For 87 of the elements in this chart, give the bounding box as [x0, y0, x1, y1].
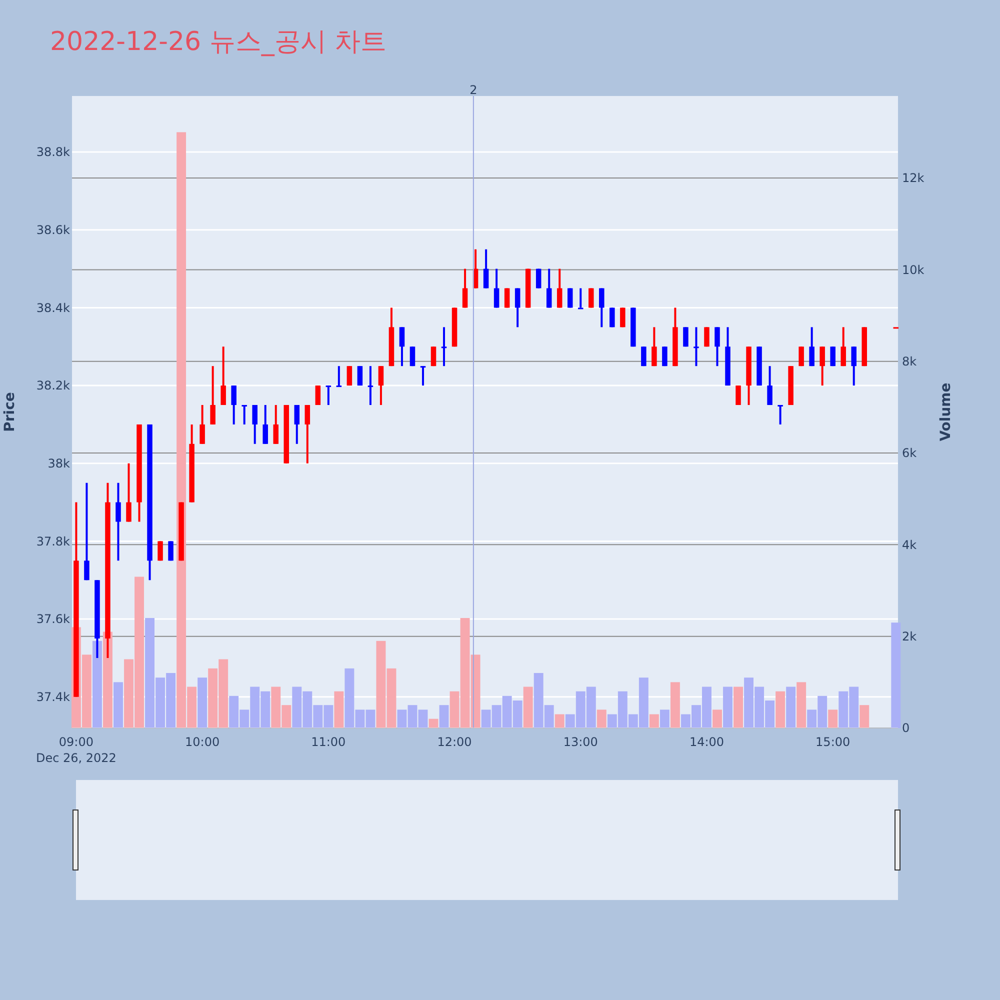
- bar: [596, 710, 606, 728]
- y-tick-label: 38.6k: [36, 223, 70, 238]
- candlestick: [273, 404, 278, 445]
- candlestick: [252, 404, 258, 445]
- ref-line-label: 2: [470, 83, 478, 97]
- x-tick-label: 13:00: [563, 735, 598, 749]
- candlestick: [504, 287, 510, 309]
- candlestick: [652, 326, 657, 368]
- candlestick: [546, 268, 552, 309]
- candlestick: [820, 346, 825, 387]
- candlestick: [420, 365, 426, 387]
- candlestick: [767, 365, 772, 406]
- y-tick-label: 38.2k: [36, 378, 70, 393]
- bar: [723, 686, 732, 728]
- bar: [828, 710, 838, 728]
- bar: [660, 710, 670, 728]
- bar: [523, 686, 533, 728]
- bar: [198, 678, 208, 728]
- candlestick: [441, 326, 447, 368]
- bar: [776, 691, 786, 728]
- candlestick: [84, 482, 90, 582]
- candlestick: [336, 365, 342, 388]
- y2-axis-title: Volume: [938, 382, 954, 442]
- candlestick: [778, 404, 783, 426]
- candlestick: [578, 287, 584, 310]
- x-tick-label: 10:00: [185, 735, 220, 749]
- x-tick-label: 12:00: [437, 735, 472, 749]
- y2-tick-label: 2k: [902, 630, 917, 644]
- candlestick: [346, 365, 352, 387]
- y2-tick-label: 12k: [902, 171, 924, 186]
- candlestick: [200, 404, 205, 445]
- candlestick: [483, 248, 489, 290]
- candlestick: [220, 346, 226, 406]
- bar: [439, 705, 449, 728]
- bar: [114, 682, 123, 728]
- candlestick: [378, 365, 384, 406]
- candlestick: [304, 404, 310, 464]
- x-tick-label: 09:00 Dec 26, 2022: [36, 735, 116, 765]
- candlestick: [368, 365, 374, 406]
- bar: [334, 691, 344, 728]
- candlestick: [399, 326, 405, 368]
- candlestick: [326, 384, 332, 406]
- bar: [786, 686, 796, 728]
- chart-title: 2022-12-26 뉴스_공시 차트: [50, 27, 387, 57]
- bar: [712, 710, 722, 728]
- candlestick: [242, 404, 247, 426]
- candlestick: [694, 326, 699, 368]
- y-tick-label: 38.4k: [36, 300, 70, 315]
- y-tick-label: 38.8k: [36, 145, 70, 160]
- candlestick: [294, 404, 300, 445]
- candlestick: [556, 268, 562, 309]
- y-tick-label: 38k: [48, 456, 70, 471]
- candlestick: [462, 268, 468, 309]
- x-tick-label: 14:00: [689, 735, 724, 749]
- bar: [891, 622, 901, 728]
- bar: [554, 714, 564, 728]
- candlestick: [357, 365, 363, 387]
- bar: [734, 686, 743, 728]
- candlestick: [315, 384, 321, 406]
- bar: [649, 714, 659, 728]
- candlestick: [851, 346, 856, 387]
- y2-tick-label: 6k: [902, 446, 917, 460]
- candlestick: [210, 365, 216, 426]
- bar: [670, 682, 680, 728]
- x-tick-label: 15:00: [816, 735, 850, 749]
- y2-tick-label: 8k: [902, 354, 917, 369]
- candlestick: [599, 287, 604, 328]
- candlestick: [126, 462, 132, 523]
- candlestick: [494, 268, 500, 309]
- y2-tick-label: 10k: [902, 262, 924, 277]
- y2-tick-label: 0: [902, 721, 910, 736]
- candlestick: [840, 326, 846, 368]
- candlestick: [262, 404, 268, 445]
- y-tick-label: 37.6k: [36, 612, 70, 626]
- bar: [796, 682, 806, 728]
- bar: [92, 640, 102, 728]
- y2-tick-label: 4k: [902, 538, 917, 552]
- candlestick: [514, 287, 520, 328]
- y-tick-label: 37.4k: [36, 690, 70, 704]
- candlestick: [116, 482, 121, 562]
- bar: [860, 705, 870, 728]
- candlestick: [231, 384, 236, 426]
- y-tick-label: 37.8k: [36, 534, 70, 548]
- candlestick: [809, 326, 814, 368]
- candlestick: [714, 326, 720, 368]
- y-axis-title: Price: [2, 392, 18, 432]
- x-tick-label: 11:00: [311, 735, 346, 749]
